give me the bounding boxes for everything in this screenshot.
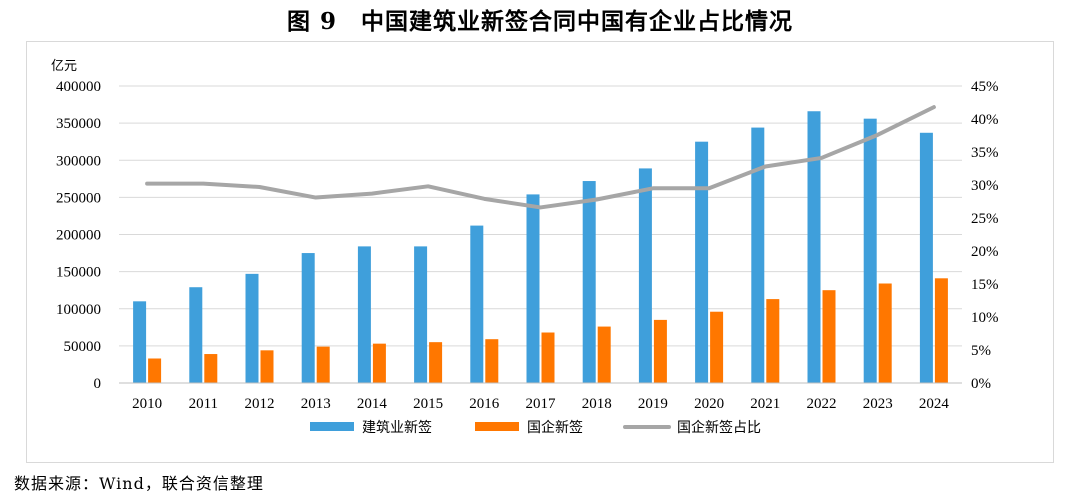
axes: 0 50000 100000 150000 200000 250000 300000 3500… <box>51 59 999 412</box>
bar-soe <box>148 358 162 383</box>
y-tick-label: 400000 <box>56 79 101 95</box>
bar-soe <box>878 283 892 383</box>
y-tick-label: 0 <box>94 376 102 392</box>
bar-construction <box>133 301 147 383</box>
y2-tick-label: 25% <box>971 211 999 227</box>
y-tick-label: 350000 <box>56 116 101 132</box>
y2-tick-label: 15% <box>971 277 999 293</box>
legend-label: 国企新签 <box>527 419 583 436</box>
x-tick-label: 2023 <box>863 396 893 412</box>
y-tick-label: 250000 <box>56 190 101 206</box>
bar-construction <box>414 246 428 383</box>
y2-tick-label: 35% <box>971 145 999 161</box>
bar-construction <box>301 253 315 383</box>
bar-construction <box>919 132 933 383</box>
bar-construction <box>526 194 540 383</box>
y2-tick-label: 45% <box>971 79 999 95</box>
source-note: 数据来源：Wind，联合资信整理 <box>14 474 264 493</box>
y2-tick-label: 5% <box>971 343 991 359</box>
x-tick-label: 2015 <box>413 396 443 412</box>
legend-swatch <box>310 422 354 431</box>
y2-tick-label: 30% <box>971 178 999 194</box>
x-tick-label: 2013 <box>301 396 331 412</box>
y-tick-label: 100000 <box>56 302 101 318</box>
legend-label: 建筑业新签 <box>362 419 432 436</box>
bar-soe <box>541 332 555 383</box>
legend: 建筑业新签 国企新签 国企新签占比 <box>310 419 761 436</box>
bar-construction <box>807 111 821 384</box>
x-tick-label: 2022 <box>807 396 837 412</box>
x-tick-label: 2024 <box>919 396 950 412</box>
y-axis-unit: 亿元 <box>51 59 77 74</box>
x-tick-label: 2021 <box>750 396 780 412</box>
bar-soe <box>372 343 386 383</box>
bar-construction <box>582 181 596 383</box>
chart-frame: 0 50000 100000 150000 200000 250000 300000 3500… <box>26 41 1054 463</box>
bar-soe <box>822 290 836 383</box>
figure-title: 图 9 中国建筑业新签合同中国有企业占比情况 <box>286 8 793 35</box>
chart-svg: 0 50000 100000 150000 200000 250000 300000 3500… <box>51 59 999 436</box>
bars <box>133 111 948 384</box>
y2-tick-label: 40% <box>971 112 999 128</box>
series-line <box>145 105 936 210</box>
legend-swatch <box>475 422 519 431</box>
bar-construction <box>695 141 709 383</box>
bar-soe <box>766 299 780 383</box>
x-tick-label: 2012 <box>245 396 275 412</box>
x-tick-label: 2014 <box>357 396 388 412</box>
x-tick-label: 2019 <box>638 396 668 412</box>
bar-soe <box>204 354 218 383</box>
bar-construction <box>357 246 371 383</box>
x-tick-label: 2018 <box>582 396 612 412</box>
bar-construction <box>470 225 484 383</box>
bar-soe <box>653 319 667 383</box>
bar-soe <box>429 342 443 383</box>
gridlines <box>119 85 962 384</box>
bar-construction <box>863 118 877 384</box>
bar-construction <box>751 127 765 383</box>
bar-construction <box>189 287 203 383</box>
y2-tick-label: 0% <box>971 376 991 392</box>
y2-tick-label: 20% <box>971 244 999 260</box>
bar-soe <box>260 350 274 383</box>
x-tick-label: 2010 <box>132 396 162 412</box>
y-tick-label: 150000 <box>56 265 101 281</box>
bar-soe <box>485 339 499 383</box>
y2-tick-label: 10% <box>971 310 999 326</box>
bar-construction <box>638 168 652 383</box>
y-tick-label: 300000 <box>56 153 101 169</box>
bar-construction <box>245 273 259 383</box>
x-tick-label: 2016 <box>469 396 500 412</box>
bar-soe <box>710 311 724 383</box>
bar-soe <box>316 346 330 383</box>
bar-soe <box>597 326 611 383</box>
y-tick-label: 50000 <box>64 339 102 355</box>
y-tick-label: 200000 <box>56 228 101 244</box>
legend-label: 国企新签占比 <box>677 419 761 436</box>
x-tick-label: 2020 <box>694 396 724 412</box>
ratio-line <box>145 105 936 210</box>
x-tick-label: 2017 <box>526 396 557 412</box>
x-tick-label: 2011 <box>189 396 218 412</box>
bar-soe <box>934 278 948 383</box>
